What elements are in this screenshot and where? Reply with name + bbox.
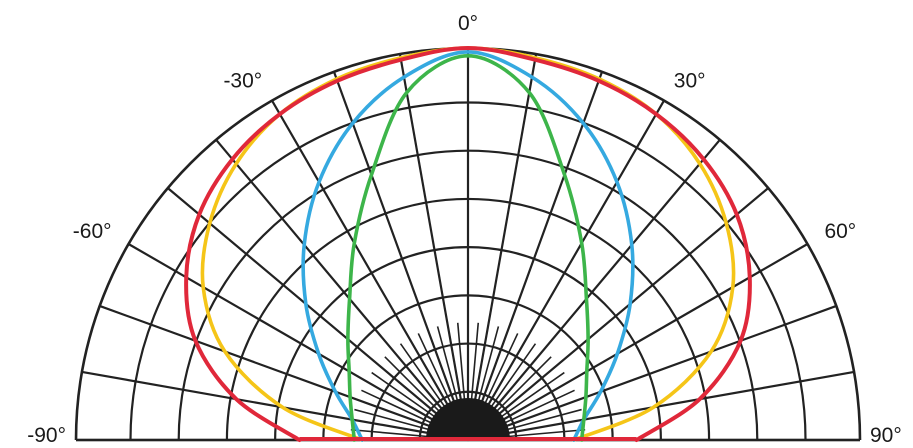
angle-tick-label: -90° bbox=[27, 424, 66, 447]
series-line-4 bbox=[184, 46, 752, 442]
angle-labels: -90° -60° -30° 0° 30° 60° 90° bbox=[27, 12, 902, 447]
grid-spoke bbox=[467, 370, 855, 442]
grid-spoke bbox=[466, 53, 538, 441]
grid-spoke bbox=[467, 99, 665, 441]
series-line-2 bbox=[301, 50, 635, 442]
angle-tick-label: -30° bbox=[223, 70, 262, 93]
grid-spoke bbox=[81, 370, 469, 442]
grid-spoke bbox=[99, 304, 469, 442]
grid-spoke bbox=[398, 53, 470, 441]
series-line-3 bbox=[346, 54, 590, 442]
angle-tick-label: 30° bbox=[674, 70, 706, 93]
grid-spoke bbox=[215, 139, 469, 441]
grid-spoke bbox=[467, 187, 769, 441]
angle-tick-label: 90° bbox=[870, 424, 902, 447]
polar-grid bbox=[74, 46, 862, 442]
angle-tick-label: 60° bbox=[824, 220, 856, 243]
series-layer bbox=[184, 46, 752, 442]
grid-spoke bbox=[466, 71, 604, 441]
grid-spoke bbox=[332, 71, 470, 441]
angle-tick-label: -60° bbox=[73, 220, 112, 243]
grid-spoke bbox=[167, 187, 469, 441]
grid-hub bbox=[426, 398, 510, 440]
grid-spoke bbox=[467, 139, 721, 441]
angle-tick-label: 0° bbox=[458, 12, 478, 35]
grid-spoke bbox=[467, 304, 837, 442]
grid-spoke bbox=[271, 99, 469, 441]
